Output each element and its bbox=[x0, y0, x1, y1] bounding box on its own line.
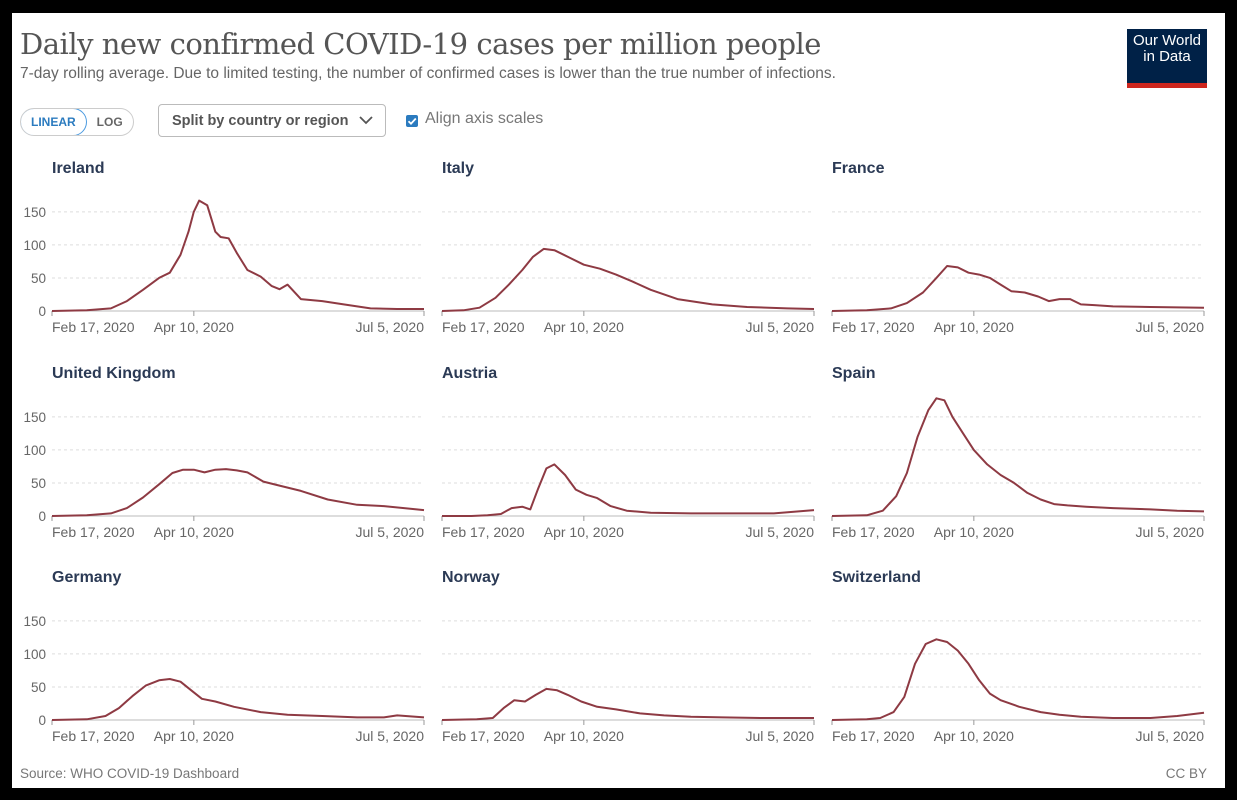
page-title: Daily new confirmed COVID-19 cases per m… bbox=[20, 27, 821, 61]
x-tick-label: Feb 17, 2020 bbox=[442, 728, 525, 744]
x-tick-label: Jul 5, 2020 bbox=[1136, 319, 1205, 335]
x-tick-label: Jul 5, 2020 bbox=[1136, 728, 1205, 744]
facet-title: Ireland bbox=[52, 160, 104, 177]
y-tick-label: 0 bbox=[38, 509, 46, 524]
x-tick-label: Feb 17, 2020 bbox=[832, 728, 915, 744]
facet-title: Germany bbox=[52, 569, 121, 586]
logo-line2: in Data bbox=[1143, 48, 1191, 65]
log-button[interactable]: LOG bbox=[96, 115, 123, 129]
facet-title: United Kingdom bbox=[52, 365, 176, 382]
y-tick-label: 50 bbox=[31, 271, 46, 286]
y-tick-label: 100 bbox=[23, 238, 46, 253]
facet-charts: Ireland 0 50 100 150 Feb 17, 2020 Apr 10, 2020… bbox=[23, 160, 1205, 744]
series-line-switzerland bbox=[831, 638, 1205, 721]
series-line-united-kingdom bbox=[51, 468, 425, 517]
x-tick-label: Feb 17, 2020 bbox=[52, 319, 135, 335]
x-tick-label: Feb 17, 2020 bbox=[52, 728, 135, 744]
x-tick-label: Apr 10, 2020 bbox=[154, 319, 234, 335]
y-tick-label: 50 bbox=[31, 476, 46, 491]
align-axis-checkbox[interactable] bbox=[406, 115, 418, 127]
logo-line1: Our World bbox=[1132, 32, 1202, 49]
chevron-down-icon bbox=[359, 116, 373, 125]
x-tick-label: Jul 5, 2020 bbox=[746, 524, 815, 540]
y-tick-label: 150 bbox=[23, 410, 46, 425]
series-line-spain bbox=[831, 397, 1205, 517]
x-tick-label: Apr 10, 2020 bbox=[544, 728, 624, 744]
y-tick-label: 100 bbox=[23, 647, 46, 662]
split-dropdown-label: Split by country or region bbox=[172, 113, 349, 129]
x-tick-label: Jul 5, 2020 bbox=[356, 524, 425, 540]
facet-title: Norway bbox=[442, 569, 500, 586]
x-tick-label: Feb 17, 2020 bbox=[832, 319, 915, 335]
y-tick-label: 100 bbox=[23, 443, 46, 458]
x-tick-label: Apr 10, 2020 bbox=[934, 319, 1014, 335]
series-line-ireland bbox=[51, 199, 424, 312]
x-tick-label: Jul 5, 2020 bbox=[746, 319, 815, 335]
x-tick-label: Feb 17, 2020 bbox=[442, 524, 525, 540]
x-tick-label: Apr 10, 2020 bbox=[154, 524, 234, 540]
x-tick-label: Apr 10, 2020 bbox=[934, 728, 1014, 744]
facet-title: France bbox=[832, 160, 885, 177]
x-tick-label: Apr 10, 2020 bbox=[934, 524, 1014, 540]
logo-bar bbox=[1127, 83, 1207, 88]
x-tick-label: Jul 5, 2020 bbox=[746, 728, 815, 744]
x-tick-label: Feb 17, 2020 bbox=[442, 319, 525, 335]
chart-frame: Daily new confirmed COVID-19 cases per m… bbox=[12, 13, 1225, 788]
linear-button[interactable]: LINEAR bbox=[20, 109, 87, 135]
x-tick-label: Apr 10, 2020 bbox=[154, 728, 234, 744]
series-line-germany bbox=[51, 678, 425, 721]
source-note: Source: WHO COVID-19 Dashboard bbox=[20, 766, 240, 781]
x-tick-label: Apr 10, 2020 bbox=[544, 319, 624, 335]
scale-toggle: LINEAR LOG bbox=[20, 108, 134, 136]
x-tick-label: Jul 5, 2020 bbox=[356, 319, 425, 335]
facet-title: Switzerland bbox=[832, 569, 921, 586]
page-subtitle: 7-day rolling average. Due to limited te… bbox=[20, 65, 836, 82]
license-note: CC BY bbox=[1165, 766, 1207, 781]
x-tick-label: Jul 5, 2020 bbox=[356, 728, 425, 744]
x-tick-label: Feb 17, 2020 bbox=[52, 524, 135, 540]
y-tick-label: 150 bbox=[23, 205, 46, 220]
facet-title: Spain bbox=[832, 365, 876, 382]
split-dropdown[interactable]: Split by country or region bbox=[158, 104, 386, 137]
facet-title: Austria bbox=[442, 365, 497, 382]
series-line-italy bbox=[441, 247, 815, 312]
y-tick-label: 150 bbox=[23, 614, 46, 629]
owid-logo[interactable]: Our World in Data bbox=[1127, 29, 1207, 88]
checkmark-icon bbox=[407, 117, 417, 125]
series-line-norway bbox=[441, 687, 814, 721]
y-tick-label: 0 bbox=[38, 304, 46, 319]
y-tick-label: 50 bbox=[31, 680, 46, 695]
series-line-france bbox=[831, 265, 1205, 312]
x-tick-label: Jul 5, 2020 bbox=[1136, 524, 1205, 540]
facet-title: Italy bbox=[442, 160, 474, 177]
align-axis-label: Align axis scales bbox=[425, 110, 544, 127]
x-tick-label: Apr 10, 2020 bbox=[544, 524, 624, 540]
y-tick-label: 0 bbox=[38, 713, 46, 728]
x-tick-label: Feb 17, 2020 bbox=[832, 524, 915, 540]
series-line-austria bbox=[442, 463, 815, 517]
